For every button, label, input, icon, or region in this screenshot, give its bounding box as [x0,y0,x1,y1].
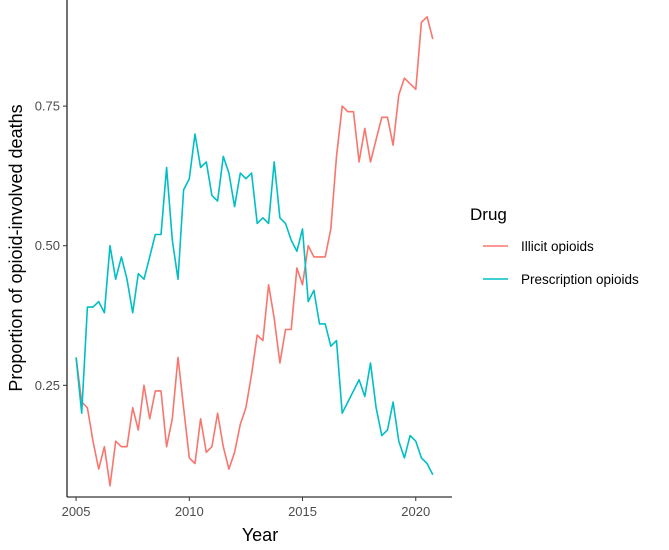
legend: Drug Illicit opioids Prescription opioid… [470,205,639,287]
plot-lines [75,15,434,487]
legend-label-illicit-opioids: Illicit opioids [521,239,594,254]
x-tick-label: 2010 [175,504,204,519]
y-tick-label: 0.25 [35,378,60,393]
x-axis-ticks: 2005 2010 2015 2020 [62,497,430,519]
legend-item-illicit-opioids: Illicit opioids [483,239,594,254]
series-line-illicit-opioids [75,15,434,487]
x-tick-label: 2020 [401,504,430,519]
x-axis-title: Year [242,525,278,545]
x-tick-label: 2005 [62,504,91,519]
y-tick-label: 0.50 [35,238,60,253]
x-tick-label: 2015 [288,504,317,519]
legend-label-prescription-opioids: Prescription opioids [521,272,639,287]
legend-item-prescription-opioids: Prescription opioids [483,272,639,287]
y-axis-title: Proportion of opioid-involved deaths [6,104,26,391]
series-line-prescription-opioids [75,133,434,476]
legend-title: Drug [470,205,507,224]
y-tick-label: 0.75 [35,99,60,114]
y-axis-ticks: 0.25 0.50 0.75 [35,99,67,393]
